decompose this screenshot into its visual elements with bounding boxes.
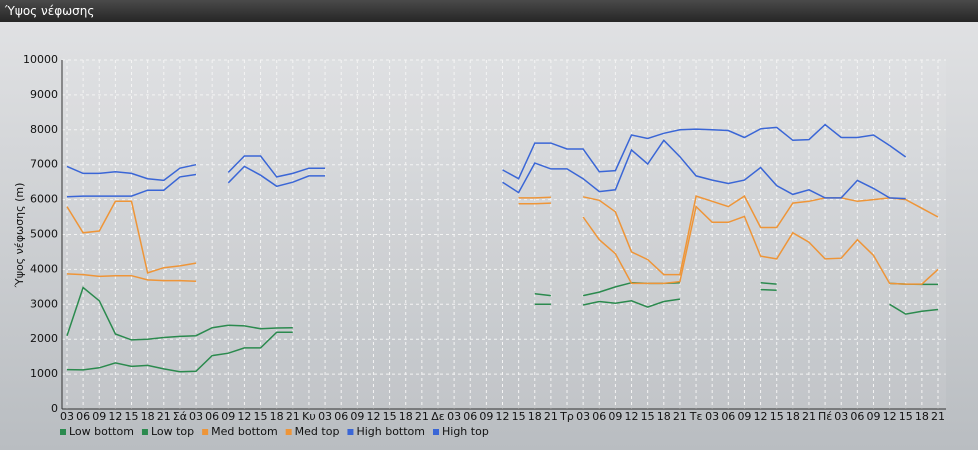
series-line: [66, 195, 939, 276]
legend-swatch: [141, 429, 148, 435]
legend-label: Med top: [295, 425, 340, 438]
x-tick-label: Τε: [689, 410, 703, 423]
x-tick-label: 09: [737, 410, 751, 423]
x-tick-label: Δε: [431, 410, 445, 423]
x-tick-label: 12: [496, 410, 510, 423]
x-tick-label: 06: [463, 410, 477, 423]
plot-area: [62, 60, 946, 409]
y-axis-label: Ύψος νέφωσης (m): [13, 183, 26, 289]
chart-title: Ύψος νέφωσης: [0, 0, 978, 22]
x-tick-label: 06: [205, 410, 219, 423]
x-tick-label: 06: [850, 410, 864, 423]
y-tick-label: 2000: [30, 332, 58, 345]
y-tick-label: 0: [51, 402, 58, 415]
x-tick-label: 09: [350, 410, 364, 423]
y-tick-label: 5000: [30, 228, 58, 241]
series-line: [66, 139, 906, 200]
x-tick-label: 15: [770, 410, 784, 423]
x-tick-label: 18: [528, 410, 542, 423]
x-tick-label: 21: [157, 410, 171, 423]
x-tick-label: 21: [802, 410, 816, 423]
legend-swatch: [202, 429, 209, 435]
x-tick-label: 12: [108, 410, 122, 423]
legend-label: High bottom: [356, 425, 425, 438]
y-tick-label: 8000: [30, 123, 58, 136]
legend-swatch: [347, 429, 354, 435]
x-tick-label: 21: [673, 410, 687, 423]
x-tick-label: 09: [92, 410, 106, 423]
x-tick-label: 12: [366, 410, 380, 423]
x-tick-label: 09: [221, 410, 235, 423]
x-tick-label: Κυ: [302, 410, 316, 423]
x-tick-label: Πέ: [818, 410, 832, 423]
legend-label: High top: [442, 425, 489, 438]
x-tick-label: 12: [754, 410, 768, 423]
y-tick-label: 3000: [30, 297, 58, 310]
x-tick-label: 12: [237, 410, 251, 423]
x-tick-label: 15: [641, 410, 655, 423]
legend-swatch: [60, 429, 66, 435]
x-tick-label: 21: [931, 410, 945, 423]
x-tick-label: 18: [270, 410, 284, 423]
legend-label: Med bottom: [211, 425, 278, 438]
x-tick-label: 03: [834, 410, 848, 423]
legend-label: Low bottom: [69, 425, 134, 438]
x-tick-label: 15: [254, 410, 268, 423]
x-tick-label: 12: [625, 410, 639, 423]
series-line: [66, 202, 939, 285]
x-tick-label: 15: [512, 410, 526, 423]
x-tick-label: 09: [866, 410, 880, 423]
x-tick-label: 15: [125, 410, 139, 423]
y-tick-label: 7000: [30, 158, 58, 171]
x-tick-label: 18: [786, 410, 800, 423]
x-tick-label: 03: [705, 410, 719, 423]
x-tick-label: 09: [608, 410, 622, 423]
x-tick-label: 03: [576, 410, 590, 423]
x-tick-label: Τρ: [559, 410, 574, 423]
y-tick-label: 9000: [30, 88, 58, 101]
x-tick-label: 18: [657, 410, 671, 423]
y-tick-label: 4000: [30, 262, 58, 275]
x-tick-label: 21: [544, 410, 558, 423]
x-tick-label: 15: [383, 410, 397, 423]
x-tick-label: 18: [141, 410, 155, 423]
x-tick-label: 21: [415, 410, 429, 423]
x-tick-label: 03: [60, 410, 74, 423]
legend-label: Low top: [151, 425, 194, 438]
x-tick-label: 06: [334, 410, 348, 423]
x-tick-label: 03: [447, 410, 461, 423]
series-line: [66, 123, 907, 182]
x-tick-label: Σά: [173, 410, 187, 423]
x-tick-label: 18: [399, 410, 413, 423]
y-tick-label: 6000: [30, 193, 58, 206]
x-tick-label: 06: [592, 410, 606, 423]
legend-swatch: [433, 429, 439, 435]
series-line: [66, 288, 939, 373]
x-tick-label: 09: [479, 410, 493, 423]
x-tick-label: 18: [915, 410, 929, 423]
x-tick-label: 21: [286, 410, 300, 423]
x-tick-label: 06: [721, 410, 735, 423]
x-tick-label: 12: [883, 410, 897, 423]
x-tick-label: 03: [318, 410, 332, 423]
x-tick-label: 06: [76, 410, 90, 423]
y-tick-label: 1000: [30, 367, 58, 380]
legend-swatch: [285, 429, 292, 435]
y-tick-label: 10000: [23, 53, 58, 66]
x-tick-label: 15: [899, 410, 913, 423]
x-tick-label: 03: [189, 410, 203, 423]
